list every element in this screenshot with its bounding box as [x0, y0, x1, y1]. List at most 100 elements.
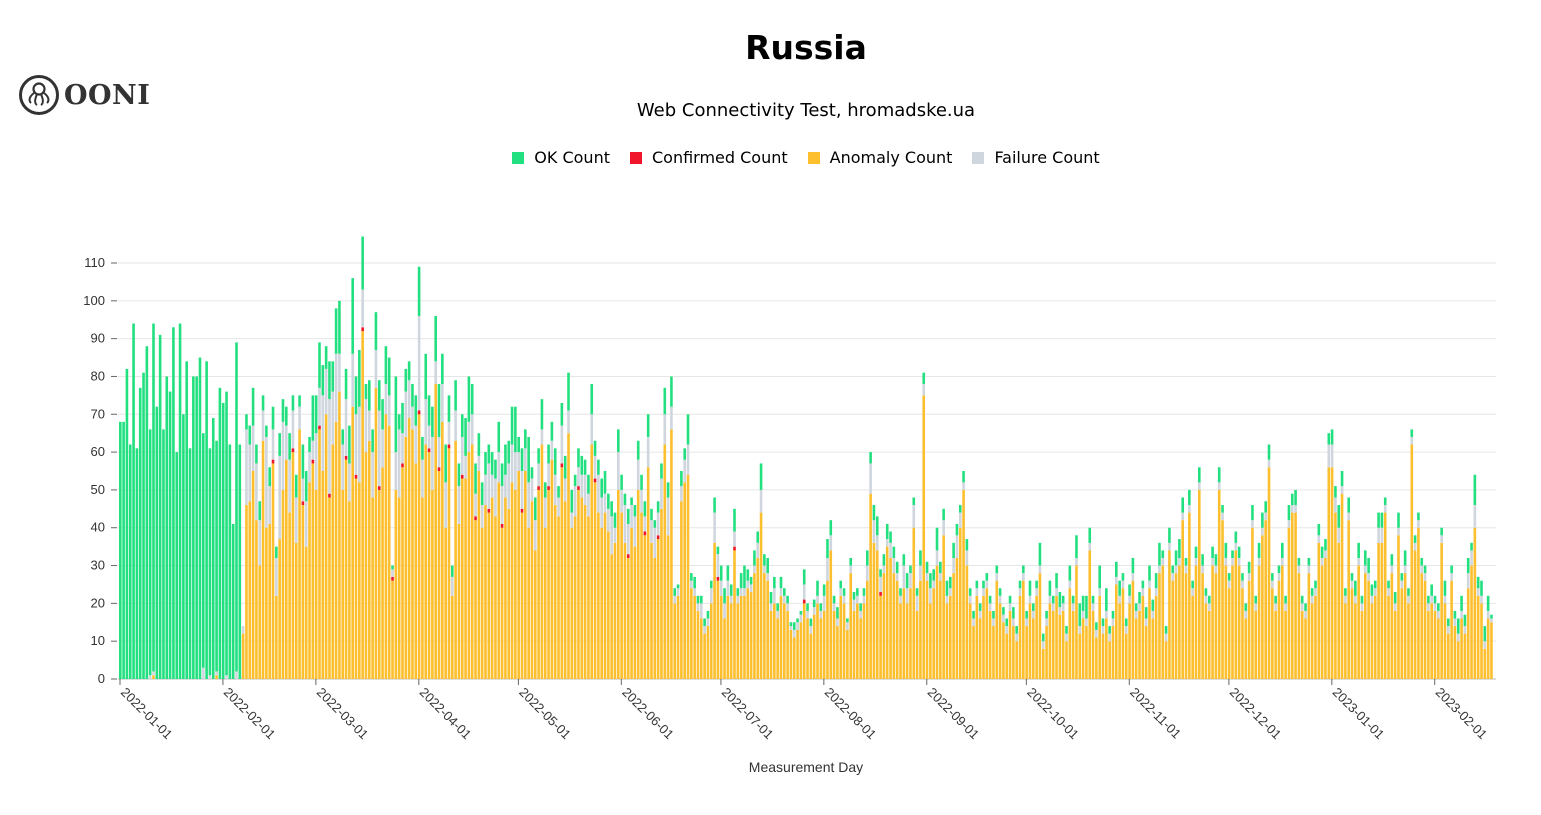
- bar-failure[interactable]: [1430, 595, 1433, 604]
- bar-anomaly[interactable]: [703, 633, 706, 679]
- bar-ok[interactable]: [829, 520, 833, 536]
- bar-failure[interactable]: [783, 595, 786, 604]
- bar-ok[interactable]: [769, 592, 773, 604]
- bar-failure[interactable]: [235, 671, 238, 679]
- bar-failure[interactable]: [1427, 603, 1430, 611]
- bar-ok[interactable]: [245, 414, 248, 430]
- bar-ok[interactable]: [1281, 542, 1284, 558]
- bar-ok[interactable]: [550, 421, 554, 441]
- bar-failure[interactable]: [490, 474, 494, 498]
- bar-failure[interactable]: [152, 671, 155, 676]
- bar-anomaly[interactable]: [1164, 641, 1168, 679]
- bar-anomaly[interactable]: [1075, 565, 1078, 679]
- bar-failure[interactable]: [759, 489, 763, 513]
- bar-anomaly[interactable]: [862, 603, 866, 679]
- bar-anomaly[interactable]: [328, 497, 331, 679]
- bar-anomaly[interactable]: [882, 573, 886, 679]
- bar-failure[interactable]: [1091, 603, 1095, 611]
- bar-failure[interactable]: [291, 410, 295, 449]
- bar-anomaly[interactable]: [1227, 588, 1231, 679]
- bar-failure[interactable]: [935, 550, 939, 566]
- bar-anomaly[interactable]: [1284, 610, 1287, 679]
- bar-ok[interactable]: [524, 429, 527, 449]
- bar-ok[interactable]: [660, 463, 663, 479]
- bar-failure[interactable]: [1347, 512, 1350, 521]
- bar-failure[interactable]: [294, 497, 298, 543]
- bar-ok[interactable]: [776, 603, 779, 611]
- bar-failure[interactable]: [1151, 610, 1155, 619]
- bar-confirmed[interactable]: [291, 448, 295, 453]
- bar-anomaly[interactable]: [421, 497, 424, 679]
- bar-ok[interactable]: [1012, 607, 1015, 619]
- bar-ok[interactable]: [368, 380, 371, 411]
- bar-anomaly[interactable]: [507, 508, 511, 679]
- bar-ok[interactable]: [666, 482, 670, 498]
- bar-failure[interactable]: [1456, 633, 1460, 642]
- bar-anomaly[interactable]: [1131, 580, 1135, 679]
- bar-anomaly[interactable]: [291, 452, 295, 679]
- bar-ok[interactable]: [397, 414, 401, 430]
- bar-failure[interactable]: [368, 410, 371, 441]
- bar-anomaly[interactable]: [1025, 626, 1028, 679]
- bar-anomaly[interactable]: [1041, 648, 1045, 679]
- bar-anomaly[interactable]: [490, 497, 494, 679]
- bar-ok[interactable]: [792, 622, 796, 630]
- bar-failure[interactable]: [617, 452, 620, 490]
- bar-anomaly[interactable]: [1417, 527, 1420, 679]
- bar-ok[interactable]: [1403, 550, 1407, 566]
- bar-ok[interactable]: [318, 342, 321, 388]
- bar-anomaly[interactable]: [952, 573, 955, 679]
- bar-ok[interactable]: [919, 550, 922, 566]
- bar-failure[interactable]: [975, 588, 979, 596]
- bar-failure[interactable]: [1281, 557, 1284, 566]
- bar-anomaly[interactable]: [1002, 622, 1005, 679]
- bar-anomaly[interactable]: [527, 527, 530, 679]
- bar-ok[interactable]: [949, 576, 952, 589]
- bar-ok[interactable]: [351, 278, 354, 354]
- bar-anomaly[interactable]: [912, 527, 916, 679]
- bar-failure[interactable]: [1297, 565, 1301, 574]
- bar-ok[interactable]: [1085, 595, 1088, 619]
- bar-failure[interactable]: [371, 452, 374, 498]
- bar-ok[interactable]: [1161, 550, 1165, 558]
- bar-ok[interactable]: [1154, 573, 1158, 589]
- bar-failure[interactable]: [381, 429, 384, 468]
- bar-failure[interactable]: [1327, 444, 1331, 468]
- bar-ok[interactable]: [610, 501, 613, 517]
- bar-ok[interactable]: [494, 459, 497, 479]
- bar-confirmed[interactable]: [626, 554, 630, 558]
- bar-anomaly[interactable]: [1207, 610, 1211, 679]
- bar-ok[interactable]: [1095, 622, 1098, 630]
- bar-ok[interactable]: [686, 414, 690, 445]
- bar-anomaly[interactable]: [1035, 595, 1038, 679]
- bar-failure[interactable]: [474, 493, 477, 517]
- bar-anomaly[interactable]: [1018, 595, 1022, 679]
- bar-anomaly[interactable]: [437, 471, 441, 679]
- bar-anomaly[interactable]: [995, 580, 999, 679]
- bar-anomaly[interactable]: [1364, 573, 1367, 679]
- bar-failure[interactable]: [547, 463, 550, 487]
- bar-anomaly[interactable]: [1005, 633, 1009, 679]
- bar-failure[interactable]: [215, 671, 218, 676]
- bar-ok[interactable]: [597, 459, 600, 475]
- bar-failure[interactable]: [411, 406, 414, 430]
- bar-failure[interactable]: [713, 512, 716, 543]
- bar-ok[interactable]: [1201, 554, 1204, 566]
- bar-failure[interactable]: [1410, 436, 1414, 445]
- bar-ok[interactable]: [172, 327, 175, 679]
- bar-confirmed[interactable]: [361, 327, 364, 332]
- bar-anomaly[interactable]: [663, 444, 667, 679]
- bar-failure[interactable]: [1244, 610, 1248, 619]
- bar-ok[interactable]: [1237, 546, 1241, 558]
- bar-anomaly[interactable]: [1217, 489, 1221, 679]
- bar-anomaly[interactable]: [374, 387, 378, 679]
- bar-ok[interactable]: [211, 418, 215, 679]
- bar-ok[interactable]: [543, 482, 547, 498]
- bar-failure[interactable]: [1105, 610, 1108, 619]
- bar-ok[interactable]: [719, 565, 723, 581]
- bar-ok[interactable]: [168, 391, 172, 679]
- bar-anomaly[interactable]: [484, 505, 487, 679]
- bar-anomaly[interactable]: [839, 595, 843, 679]
- bar-ok[interactable]: [1247, 561, 1251, 574]
- bar-ok[interactable]: [221, 402, 225, 679]
